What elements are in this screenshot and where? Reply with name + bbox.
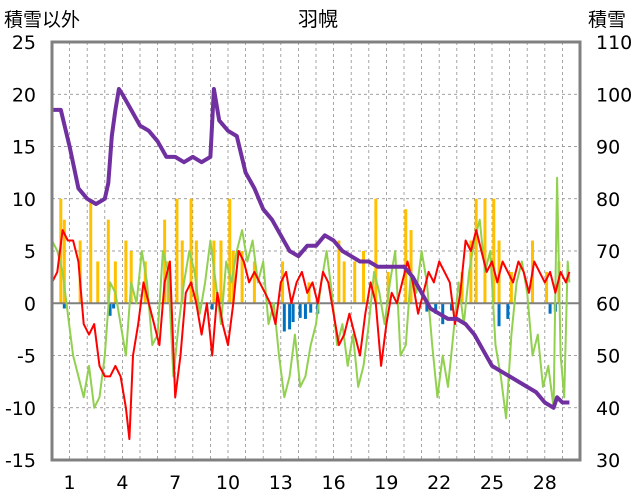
- orange-bar: [129, 251, 133, 304]
- right-tick-label: 110: [596, 32, 632, 54]
- left-tick-label: 0: [24, 293, 36, 315]
- left-tick-label: 15: [12, 137, 36, 159]
- orange-bar: [492, 198, 496, 304]
- blue-bar: [425, 303, 429, 312]
- snow-depth-line: [52, 87, 570, 410]
- left-tick-label: -5: [17, 346, 36, 368]
- orange-bar: [124, 240, 128, 304]
- orange-bar: [89, 198, 93, 304]
- x-tick-label: 1: [64, 472, 76, 494]
- x-tick-label: 28: [533, 472, 557, 494]
- blue-bar: [210, 303, 214, 310]
- left-axis-label: 積雪以外: [4, 9, 80, 31]
- orange-bar: [509, 271, 513, 304]
- orange-bar: [143, 261, 147, 304]
- left-tick-label: 25: [12, 32, 36, 54]
- orange-bar: [353, 261, 357, 304]
- x-tick-label: 10: [216, 472, 240, 494]
- line-series: [51, 87, 571, 441]
- orange-bar: [194, 240, 198, 304]
- orange-bar: [474, 198, 478, 304]
- right-tick-label: 40: [596, 398, 620, 420]
- orange-bar: [96, 261, 100, 304]
- right-tick-label: 90: [596, 137, 620, 159]
- left-tick-label: 20: [12, 84, 36, 106]
- left-tick-label: 10: [12, 189, 36, 211]
- blue-bar: [62, 303, 66, 309]
- orange-bar: [281, 261, 285, 304]
- right-tick-label: 80: [596, 189, 620, 211]
- x-tick-label: 25: [480, 472, 504, 494]
- blue-bar: [309, 303, 313, 313]
- orange-bar: [252, 261, 256, 304]
- blue-bar: [298, 303, 302, 318]
- orange-bar: [62, 219, 66, 304]
- blue-bar: [112, 303, 116, 309]
- orange-bar: [113, 261, 117, 304]
- orange-bar: [404, 209, 408, 304]
- x-axis-tick-labels: 1 4 7 10 13 16 19 22 25 28: [64, 472, 557, 494]
- orange-bar: [342, 261, 346, 304]
- orange-bar: [374, 198, 378, 304]
- blue-bar: [282, 303, 286, 332]
- right-tick-label: 30: [596, 450, 620, 472]
- blue-bar: [548, 303, 552, 314]
- green-series-line: [51, 176, 571, 420]
- right-tick-label: 100: [596, 84, 632, 106]
- orange-bar: [545, 271, 549, 304]
- blue-bar: [108, 303, 112, 316]
- orange-bar: [337, 240, 341, 304]
- orange-bar: [386, 271, 390, 304]
- orange-bar: [228, 198, 232, 304]
- right-tick-label: 70: [596, 241, 620, 263]
- right-tick-label: 50: [596, 346, 620, 368]
- orange-bar: [240, 251, 244, 304]
- blue-bar: [506, 303, 510, 319]
- x-tick-label: 4: [116, 472, 128, 494]
- blue-bar: [450, 303, 454, 311]
- x-tick-label: 19: [374, 472, 398, 494]
- blue-bar: [303, 303, 307, 319]
- x-tick-label: 7: [169, 472, 181, 494]
- blue-bar: [497, 303, 501, 327]
- orange-bar: [106, 219, 110, 304]
- orange-bar: [219, 240, 223, 304]
- left-axis-tick-labels: 25 20 15 10 5 0 -5 -10 -15: [5, 32, 36, 472]
- blue-bar: [291, 303, 295, 323]
- orange-bar: [460, 271, 464, 304]
- orange-bar: [307, 282, 311, 304]
- x-tick-label: 22: [427, 472, 451, 494]
- left-tick-label: -10: [5, 398, 36, 420]
- plot-frame: [50, 40, 582, 462]
- orange-bar: [175, 198, 179, 304]
- blue-bar: [288, 303, 292, 330]
- orange-bar: [362, 251, 366, 304]
- orange-bar: [469, 240, 473, 304]
- x-tick-label: 16: [322, 472, 346, 494]
- x-tick-label: 13: [269, 472, 293, 494]
- orange-bar: [409, 230, 413, 304]
- chart-title: 羽幌: [298, 7, 338, 31]
- right-axis-tick-labels: 110 100 90 80 70 60 50 40 30: [596, 32, 632, 472]
- plot-border: [50, 40, 582, 462]
- right-tick-label: 60: [596, 293, 620, 315]
- left-tick-label: 5: [24, 241, 36, 263]
- temperature-line: [51, 229, 571, 441]
- blue-bar: [434, 303, 438, 314]
- right-axis-label: 積雪: [588, 9, 626, 31]
- orange-bar: [180, 240, 184, 304]
- orange-bar: [483, 198, 487, 304]
- left-tick-label: -15: [5, 450, 36, 472]
- orange-bar: [189, 198, 193, 304]
